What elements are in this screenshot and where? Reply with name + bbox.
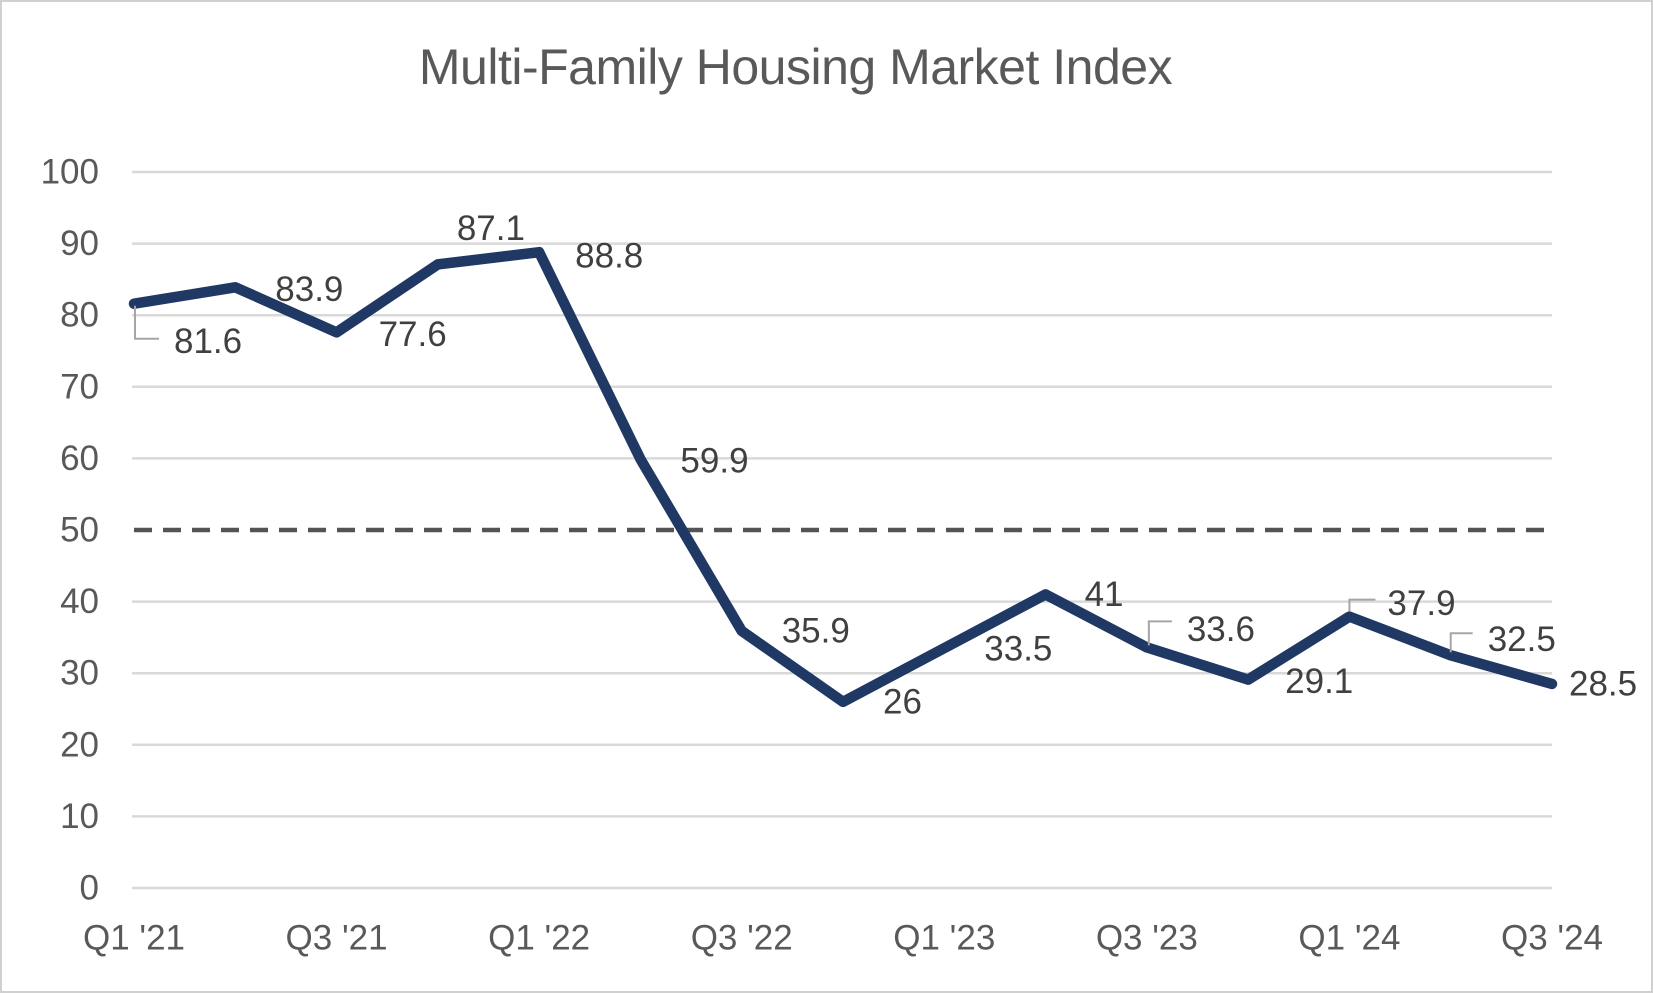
series-line [128,246,1558,708]
x-axis-tick-label: Q1 '22 [488,919,590,958]
y-axis-tick-label: 80 [60,296,99,335]
label-leader-line [1348,598,1376,612]
y-axis-tick-label: 90 [60,224,99,263]
y-axis-tick-label: 30 [60,654,99,693]
x-axis-tick-label: Q3 '24 [1501,919,1603,958]
data-label: 32.5 [1488,620,1556,659]
x-axis-tick-label: Q3 '21 [286,919,388,958]
data-label: 35.9 [782,611,850,650]
data-label: 28.5 [1569,664,1637,703]
y-axis-tick-label: 70 [60,367,99,406]
x-axis-tick-label: Q3 '23 [1096,919,1198,958]
y-axis-tick-label: 20 [60,725,99,764]
data-label: 33.5 [984,630,1052,669]
x-axis-tick-label: Q1 '21 [83,919,185,958]
data-label: 88.8 [575,237,643,276]
y-axis-tick-label: 50 [60,511,99,550]
y-axis-tick-label: 10 [60,797,99,836]
y-axis-tick-label: 0 [80,869,99,908]
data-label: 59.9 [680,442,748,481]
x-axis-tick-label: Q1 '24 [1298,919,1400,958]
data-label: 26 [883,682,922,721]
data-label: 29.1 [1285,662,1353,701]
data-label: 37.9 [1387,584,1455,623]
data-label: 81.6 [174,322,242,361]
data-label: 87.1 [457,209,525,248]
label-leader-line [1147,620,1172,646]
data-label: 33.6 [1187,610,1255,649]
x-axis-tick-label: Q3 '22 [691,919,793,958]
data-label: 41 [1085,575,1124,614]
x-axis-tick-label: Q1 '23 [893,919,995,958]
data-label: 77.6 [379,315,447,354]
data-label: 83.9 [275,270,343,309]
y-axis-tick-label: 60 [60,439,99,478]
y-axis-tick-label: 40 [60,582,99,621]
y-axis-tick-label: 100 [41,153,99,192]
chart-title: Multi-Family Housing Market Index [418,39,1173,95]
label-leader-line [134,305,159,340]
label-leader-line [1449,632,1473,653]
